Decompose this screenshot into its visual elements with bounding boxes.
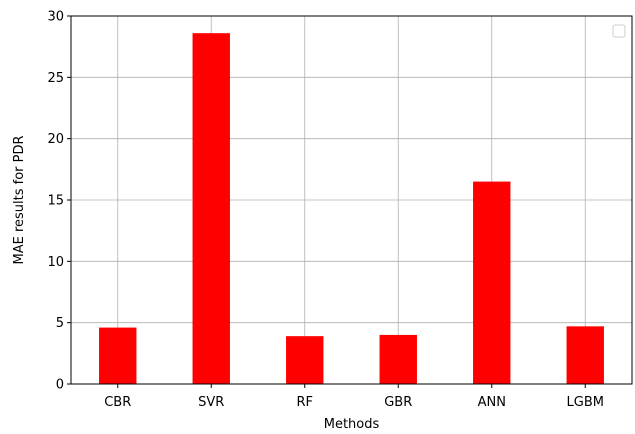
x-axis-ticks: CBR SVR RF GBR ANN LGBM <box>104 384 604 410</box>
y-tick-label: 15 <box>47 194 64 209</box>
bar-lgbm <box>566 326 604 384</box>
bars <box>99 33 604 384</box>
y-tick-label: 30 <box>47 10 64 25</box>
bar-gbr <box>379 334 417 384</box>
x-tick-label: GBR <box>384 395 412 410</box>
legend-box <box>612 24 626 38</box>
x-tick-label: SVR <box>198 395 224 410</box>
bar-cbr <box>99 327 137 384</box>
y-tick-label: 10 <box>47 255 64 270</box>
bar-rf <box>286 336 324 384</box>
y-tick-label: 20 <box>47 132 64 147</box>
y-axis-label: MAE results for PDR <box>12 135 27 264</box>
y-tick-label: 0 <box>56 378 64 393</box>
y-tick-label: 25 <box>47 71 64 86</box>
x-tick-label: RF <box>296 395 313 410</box>
grid <box>71 15 632 385</box>
bar-ann <box>473 181 511 384</box>
bar-svr <box>192 33 230 384</box>
y-tick-label: 5 <box>56 316 64 331</box>
x-axis-label: Methods <box>324 417 380 432</box>
x-tick-label: LGBM <box>567 395 604 410</box>
x-tick-label: CBR <box>104 395 131 410</box>
y-axis-ticks: 0 5 10 15 20 25 30 <box>47 10 71 393</box>
x-tick-label: ANN <box>478 395 506 410</box>
